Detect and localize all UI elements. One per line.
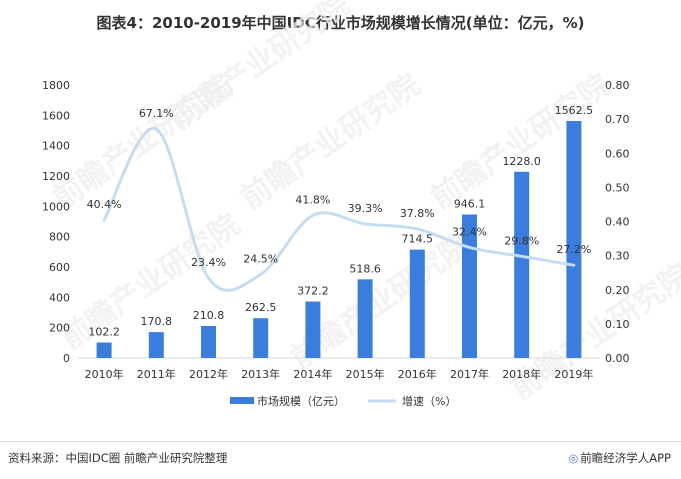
bar bbox=[357, 279, 373, 358]
bar-value-label: 372.2 bbox=[297, 285, 329, 298]
y-left-tick-label: 400 bbox=[49, 291, 70, 304]
y-right-tick-label: 0.40 bbox=[605, 216, 630, 229]
bar-value-label: 262.5 bbox=[245, 301, 277, 314]
y-left-tick-label: 1400 bbox=[42, 140, 70, 153]
x-tick-label: 2018年 bbox=[502, 367, 541, 381]
bar-value-label: 518.6 bbox=[349, 262, 381, 275]
y-right-tick-label: 0.60 bbox=[605, 147, 630, 160]
bar-value-label: 1562.5 bbox=[555, 104, 594, 117]
x-tick-label: 2011年 bbox=[137, 367, 176, 381]
y-right-tick-label: 0.80 bbox=[605, 79, 630, 92]
legend-bar-label: 市场规模（亿元） bbox=[257, 394, 345, 408]
y-left-tick-label: 800 bbox=[49, 231, 70, 244]
growth-rate-label: 24.5% bbox=[243, 252, 278, 265]
brand: ◎ 前瞻经济学人APP bbox=[568, 450, 671, 466]
bar-value-label: 210.8 bbox=[193, 309, 225, 322]
y-right-tick-label: 0.00 bbox=[605, 352, 630, 365]
legend: 市场规模（亿元） 增速（%） bbox=[230, 394, 456, 408]
x-tick-label: 2012年 bbox=[189, 367, 228, 381]
bar-series bbox=[96, 121, 582, 358]
brand-logo-icon: ◎ bbox=[568, 451, 579, 465]
y-right-tick-label: 0.70 bbox=[605, 113, 630, 126]
bar bbox=[462, 214, 477, 358]
bar-value-label: 170.8 bbox=[141, 315, 173, 328]
y-left-tick-label: 0 bbox=[63, 352, 70, 365]
bar bbox=[253, 318, 269, 358]
y-left-tick-label: 1600 bbox=[42, 109, 70, 122]
legend-bar-swatch bbox=[230, 397, 254, 404]
bar bbox=[201, 326, 216, 358]
legend-line-label: 增速（%） bbox=[402, 394, 456, 408]
axes: 0 200 400 600 800 1000 1200 1400 1600 1800 0.00 0.1… bbox=[42, 79, 630, 381]
x-tick-label: 2015年 bbox=[346, 367, 385, 381]
growth-rate-label: 39.3% bbox=[348, 202, 383, 215]
growth-rate-line bbox=[102, 126, 576, 292]
growth-rate-label: 40.4% bbox=[87, 198, 122, 211]
x-tick-label: 2014年 bbox=[293, 367, 332, 381]
footer: 资料来源：中国IDC圈 前瞻产业研究院整理 ◎ 前瞻经济学人APP bbox=[0, 446, 681, 472]
y-right-tick-label: 0.20 bbox=[605, 284, 630, 297]
growth-rate-label: 37.8% bbox=[400, 207, 435, 220]
y-left-tick-label: 1200 bbox=[42, 170, 70, 183]
bar bbox=[409, 249, 425, 358]
y-right-tick-label: 0.30 bbox=[605, 250, 630, 263]
watermark-text: 前瞻产业研究院 bbox=[505, 257, 681, 406]
bar bbox=[96, 342, 112, 358]
y-left-tick-label: 1800 bbox=[42, 79, 70, 92]
growth-rate-label: 29.8% bbox=[504, 234, 539, 247]
bar bbox=[514, 171, 530, 358]
y-right-tick-label: 0.10 bbox=[605, 318, 630, 331]
bar bbox=[305, 301, 321, 358]
y-left-tick-label: 600 bbox=[49, 261, 70, 274]
bar bbox=[566, 121, 582, 358]
footer-divider bbox=[0, 441, 681, 442]
watermark-text: 前瞻产业研究院 bbox=[165, 0, 357, 137]
source-note: 资料来源：中国IDC圈 前瞻产业研究院整理 bbox=[8, 451, 228, 465]
x-tick-label: 2019年 bbox=[554, 367, 593, 381]
brand-label: 前瞻经济学人APP bbox=[580, 451, 671, 465]
bar-value-label: 946.1 bbox=[454, 198, 486, 211]
x-tick-label: 2010年 bbox=[85, 367, 124, 381]
x-tick-label: 2013年 bbox=[241, 367, 280, 381]
growth-rate-label: 32.4% bbox=[452, 225, 487, 238]
watermark-text: 前瞻产业研究院 bbox=[235, 67, 427, 216]
x-tick-label: 2017年 bbox=[450, 367, 489, 381]
y-left-tick-label: 200 bbox=[49, 322, 70, 335]
bar-value-label: 1228.0 bbox=[502, 155, 541, 168]
growth-rate-label: 27.2% bbox=[556, 243, 591, 256]
line-series bbox=[102, 126, 576, 292]
growth-rate-label: 41.8% bbox=[295, 193, 330, 206]
data-labels: 102.2 170.8 210.8 262.5 372.2 518.6 714.5 946.1… bbox=[87, 104, 594, 338]
growth-rate-label: 23.4% bbox=[191, 256, 226, 269]
chart-title: 图表4：2010-2019年中国IDC行业市场规模增长情况(单位：亿元，%) bbox=[96, 14, 585, 32]
x-tick-label: 2016年 bbox=[398, 367, 437, 381]
y-left-tick-label: 1000 bbox=[42, 200, 70, 213]
bar-value-label: 714.5 bbox=[402, 233, 434, 246]
bar bbox=[148, 332, 164, 358]
growth-rate-label: 67.1% bbox=[139, 107, 174, 120]
bar-value-label: 102.2 bbox=[88, 325, 120, 338]
y-right-tick-label: 0.50 bbox=[605, 181, 630, 194]
